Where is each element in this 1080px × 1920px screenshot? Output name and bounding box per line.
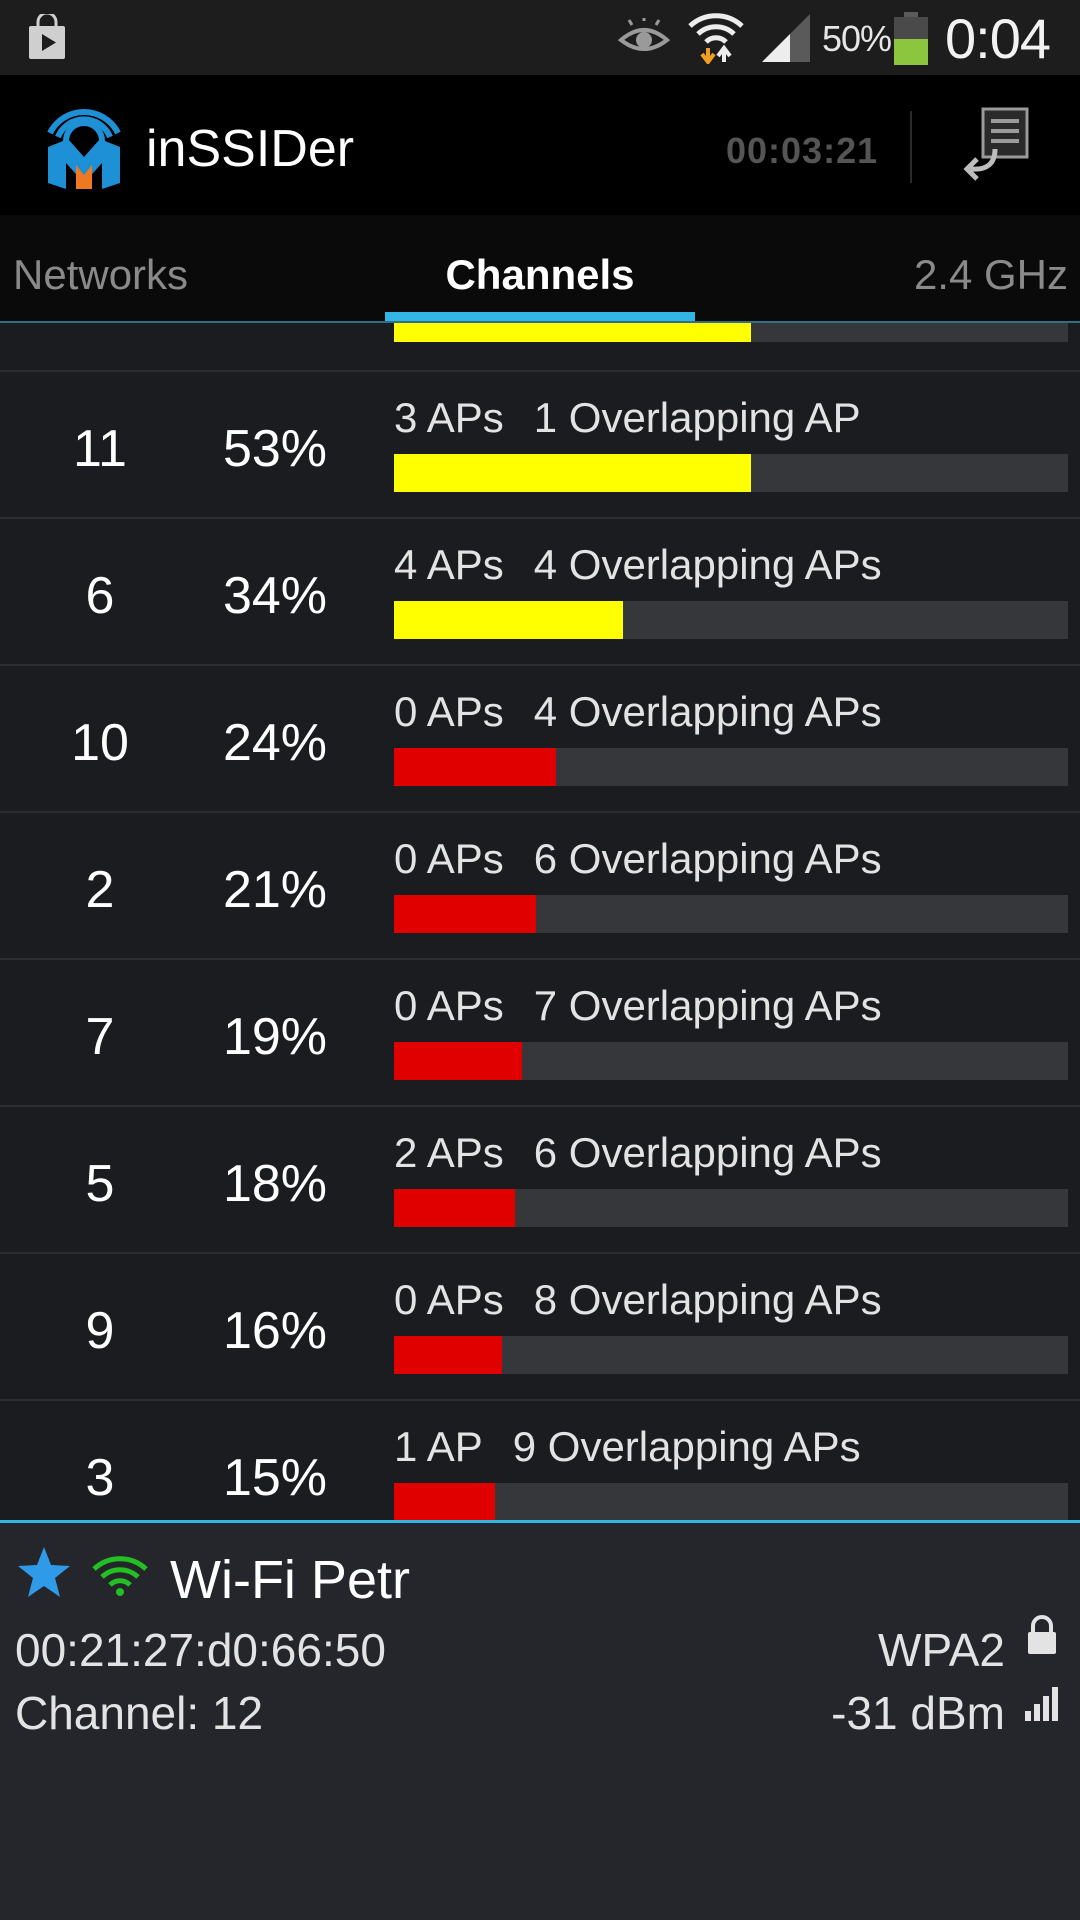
channel-ap-info: 3 APs 1 Overlapping AP	[394, 394, 861, 442]
tab-bar-underline	[0, 321, 1080, 323]
clock: 0:04	[945, 7, 1051, 70]
rating-bar-fill	[394, 1483, 496, 1520]
list-item[interactable]: 7 19% 0 APs 7 Overlapping APs	[0, 960, 1080, 1107]
channel-number: 7	[85, 1008, 115, 1066]
connected-mac: 00:21:27:d0:66:50	[15, 1624, 386, 1676]
channel-number: 6	[85, 567, 115, 625]
ap-count: 0 APs	[394, 688, 504, 735]
list-item[interactable]: 6 34% 4 APs 4 Overlapping APs	[0, 519, 1080, 666]
connected-security: WPA2	[878, 1624, 1005, 1676]
channel-ap-info: 0 APs 7 Overlapping APs	[394, 982, 882, 1030]
channel-ap-info: 0 APs 6 Overlapping APs	[394, 835, 882, 883]
connected-ssid: Wi-Fi Petr	[170, 1550, 410, 1610]
overlapping-ap-count: 4 Overlapping APs	[533, 541, 882, 588]
overlapping-ap-count: 1 Overlapping AP	[533, 394, 861, 441]
list-item[interactable]: 3 15% 1 AP 9 Overlapping APs	[0, 1401, 1080, 1520]
list-item[interactable]: 11 53% 3 APs 1 Overlapping AP	[0, 372, 1080, 519]
signal-bars-icon	[1025, 1687, 1058, 1721]
battery-percent: 50%	[822, 18, 892, 59]
rating-bar-fill	[394, 1336, 502, 1374]
overlapping-ap-count: 6 Overlapping APs	[533, 835, 882, 882]
battery-icon	[894, 12, 928, 65]
rating-bar-track	[394, 454, 1068, 492]
channel-rating-percent: 16%	[222, 1302, 328, 1360]
tab-channels[interactable]: Channels	[445, 251, 635, 298]
list-item[interactable]: 10 24% 0 APs 4 Overlapping APs	[0, 666, 1080, 813]
overlapping-ap-count: 4 Overlapping APs	[533, 688, 882, 735]
channel-ap-info: 0 APs 8 Overlapping APs	[394, 1276, 882, 1324]
overlapping-ap-count: 9 Overlapping APs	[512, 1423, 861, 1470]
action-bar: inSSIDer 00:03:21	[0, 75, 1080, 290]
channel-ap-info: 0 APs 4 Overlapping APs	[394, 688, 882, 736]
rating-bar-fill	[394, 1042, 523, 1080]
app-title: inSSIDer	[146, 120, 355, 178]
ap-count: 3 APs	[394, 394, 504, 441]
channel-ap-info: 4 APs 4 Overlapping APs	[394, 541, 882, 589]
ap-count: 4 APs	[394, 541, 504, 588]
export-log-icon[interactable]	[955, 105, 1035, 185]
channel-number: 2	[85, 861, 115, 919]
play-store-icon	[29, 14, 65, 59]
tab-bar: Channels Networks 2.4 GHz	[0, 215, 1080, 323]
rating-bar-track	[394, 1483, 1068, 1520]
channel-rating-percent: 34%	[222, 567, 328, 625]
rating-bar-fill	[394, 323, 752, 342]
list-item[interactable]: 5 18% 2 APs 6 Overlapping APs	[0, 1107, 1080, 1254]
wifi-data-icon	[688, 13, 744, 64]
rating-bar-fill	[394, 454, 752, 492]
channel-ap-info: 1 AP 9 Overlapping APs	[394, 1423, 861, 1471]
list-item[interactable]: 9 16% 0 APs 8 Overlapping APs	[0, 1254, 1080, 1401]
channel-rating-percent: 53%	[222, 420, 328, 478]
cell-signal-icon	[762, 14, 810, 62]
rating-bar-track	[394, 1189, 1068, 1227]
connected-channel: Channel: 12	[15, 1687, 264, 1739]
rating-bar-track	[394, 1336, 1068, 1374]
rating-bar-track	[394, 601, 1068, 639]
rating-bar-track	[394, 1042, 1068, 1080]
connected-signal: -31 dBm	[831, 1687, 1005, 1739]
channel-rating-percent: 24%	[222, 714, 328, 772]
ap-count: 0 APs	[394, 1276, 504, 1323]
eye-icon	[618, 18, 670, 51]
rating-bar-track	[394, 895, 1068, 933]
channel-list[interactable]: 11 53% 3 APs 1 Overlapping AP 6 34% 4 APs 4 Ove…	[0, 323, 1080, 1520]
overlapping-ap-count: 8 Overlapping APs	[533, 1276, 882, 1323]
overlapping-ap-count: 6 Overlapping APs	[533, 1129, 882, 1176]
inssider-logo-icon[interactable]	[44, 99, 124, 191]
ap-count: 2 APs	[394, 1129, 504, 1176]
list-item-partial[interactable]	[0, 323, 1080, 372]
rating-bar-track	[394, 323, 1068, 342]
tab-networks[interactable]: Networks	[13, 251, 189, 298]
ap-count: 0 APs	[394, 982, 504, 1029]
wifi-signal-icon	[92, 1556, 148, 1596]
overlapping-ap-count: 7 Overlapping APs	[533, 982, 882, 1029]
action-divider	[910, 111, 912, 183]
channel-number: 5	[85, 1155, 115, 1213]
channel-rating-percent: 21%	[222, 861, 328, 919]
rating-bar-track	[394, 748, 1068, 786]
tab-band[interactable]: 2.4 GHz	[913, 251, 1068, 298]
list-item[interactable]: 2 21% 0 APs 6 Overlapping APs	[0, 813, 1080, 960]
ap-count: 1 AP	[394, 1423, 483, 1470]
rating-bar-fill	[394, 601, 624, 639]
channel-rating-percent: 18%	[222, 1155, 328, 1213]
rating-bar-fill	[394, 1189, 516, 1227]
scan-timer: 00:03:21	[726, 130, 879, 171]
footer-accent-line	[0, 1520, 1080, 1523]
lock-icon	[1028, 1615, 1056, 1654]
connected-network-panel[interactable]: Wi-Fi Petr 00:21:27:d0:66:50 Channel: 12…	[0, 1523, 1080, 1920]
ap-count: 0 APs	[394, 835, 504, 882]
channel-ap-info: 2 APs 6 Overlapping APs	[394, 1129, 882, 1177]
channel-number: 11	[73, 420, 127, 478]
rating-bar-fill	[394, 748, 556, 786]
tab-indicator	[385, 312, 695, 321]
favorite-star-icon[interactable]	[16, 1545, 72, 1601]
channel-rating-percent: 19%	[222, 1008, 328, 1066]
status-bar: 50% 0:04	[0, 0, 1080, 75]
channel-number: 10	[71, 714, 129, 772]
channel-rating-percent: 15%	[222, 1449, 328, 1507]
rating-bar-fill	[394, 895, 536, 933]
channel-number: 3	[85, 1449, 115, 1507]
channel-number: 9	[85, 1302, 115, 1360]
